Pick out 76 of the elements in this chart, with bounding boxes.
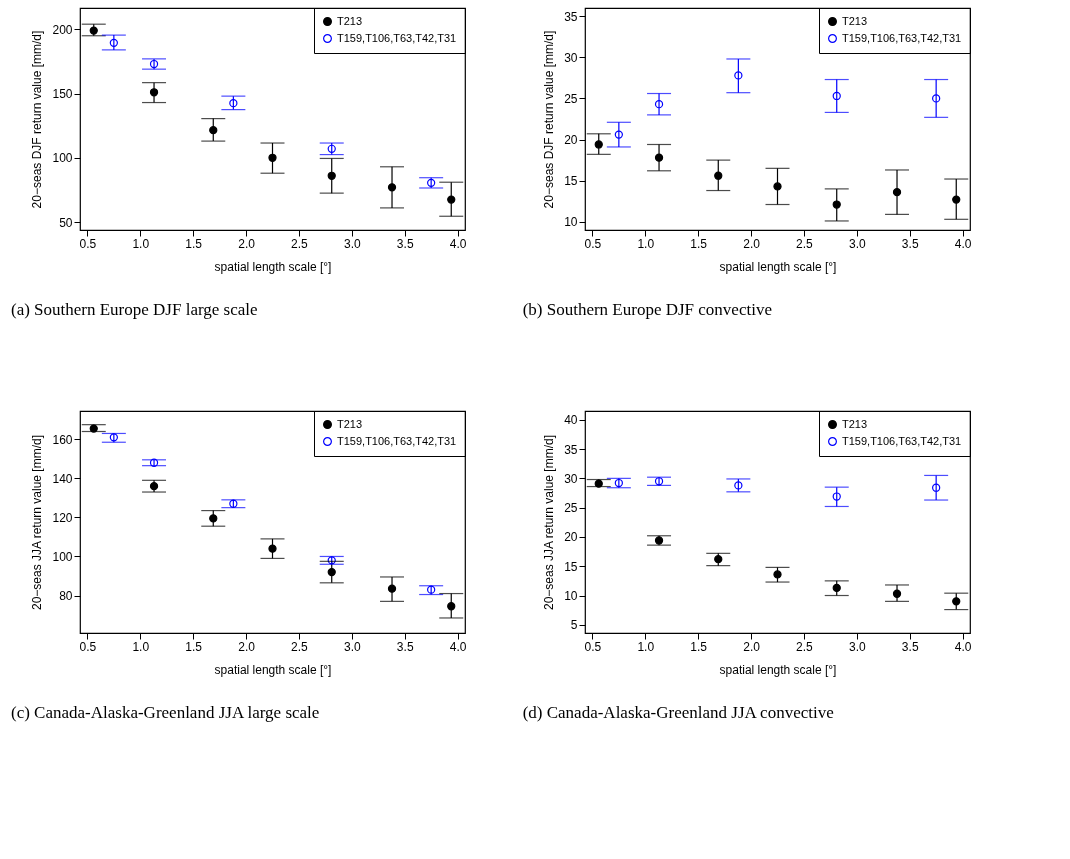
x-tick-label: 3.0 [848,639,866,654]
x-tick-label: 4.0 [954,639,972,654]
y-axis-title: 20−seas JJA return value [mm/d] [30,434,45,611]
y-tick-label: 150 [52,87,73,102]
legend-label: T213 [337,417,363,430]
y-tick-label: 200 [52,22,73,37]
legend-label: T213 [842,14,868,27]
x-tick-label: 2.5 [291,639,309,654]
y-tick-label: 35 [564,9,578,24]
text: (a) Southern Europe DJF large scale [10,300,258,319]
y-tick-label: 25 [564,91,578,106]
legend-label: T159,T106,T63,T42,T31 [337,434,457,447]
x-tick-label: 2.0 [238,639,256,654]
x-tick-label: 2.5 [291,236,309,251]
x-axis-title: spatial length scale [°] [214,259,332,274]
y-tick-label: 50 [59,215,73,230]
x-tick-label: 0.5 [584,639,602,654]
legend-label: T159,T106,T63,T42,T31 [842,31,962,44]
y-tick-label: 10 [564,589,578,604]
x-tick-label: 2.5 [796,639,814,654]
x-tick-label: 3.5 [396,639,414,654]
y-tick-label: 40 [564,413,578,428]
x-tick-label: 0.5 [79,236,97,251]
y-tick-label: 20 [564,530,578,545]
text: (d) Canada-Alaska-Greenland JJA convective [522,703,834,722]
y-axis-title: 20−seas JJA return value [mm/d] [542,434,557,611]
y-tick-label: 140 [52,471,73,486]
y-tick-label: 120 [52,510,73,525]
y-tick-label: 30 [564,471,578,486]
y-tick-label: 160 [52,432,73,447]
y-tick-label: 35 [564,442,578,457]
x-tick-label: 0.5 [584,236,602,251]
y-tick-label: 10 [564,215,578,230]
x-tick-label: 3.0 [848,236,866,251]
x-tick-label: 2.0 [743,236,761,251]
legend-label: T159,T106,T63,T42,T31 [842,434,962,447]
y-tick-label: 100 [52,151,73,166]
x-tick-label: 1.5 [185,236,203,251]
x-tick-label: 3.0 [343,236,361,251]
x-tick-label: 1.5 [690,236,708,251]
legend-label: T159,T106,T63,T42,T31 [337,31,457,44]
y-axis-title: 20−seas DJF return value [mm/d] [30,30,45,209]
x-tick-label: 1.5 [690,639,708,654]
y-tick-label: 5 [570,618,578,633]
legend-label: T213 [842,417,868,430]
x-tick-label: 4.0 [954,236,972,251]
text: (c) Canada-Alaska-Greenland JJA large scale [10,703,320,722]
x-tick-label: 3.0 [343,639,361,654]
x-axis-title: spatial length scale [°] [719,662,837,677]
y-tick-label: 15 [564,174,578,189]
x-tick-label: 1.0 [637,639,655,654]
x-tick-label: 4.0 [449,236,467,251]
x-tick-label: 2.0 [743,639,761,654]
x-tick-label: 3.5 [901,236,919,251]
y-tick-label: 30 [564,50,578,65]
y-tick-label: 80 [59,589,73,604]
x-tick-label: 1.0 [132,236,150,251]
x-axis-title: spatial length scale [°] [719,259,837,274]
y-tick-label: 25 [564,501,578,516]
x-tick-label: 2.0 [238,236,256,251]
x-tick-label: 0.5 [79,639,97,654]
x-tick-label: 3.5 [901,639,919,654]
x-tick-label: 3.5 [396,236,414,251]
legend-label: T213 [337,14,363,27]
x-tick-label: 1.5 [185,639,203,654]
y-axis-title: 20−seas DJF return value [mm/d] [542,30,557,209]
x-tick-label: 1.0 [637,236,655,251]
y-tick-label: 100 [52,549,73,564]
x-axis-title: spatial length scale [°] [214,662,332,677]
y-tick-label: 15 [564,559,578,574]
x-tick-label: 1.0 [132,639,150,654]
x-tick-label: 4.0 [449,639,467,654]
text: (b) Southern Europe DJF convective [522,300,772,319]
y-tick-label: 20 [564,133,578,148]
x-tick-label: 2.5 [796,236,814,251]
point [327,567,336,577]
